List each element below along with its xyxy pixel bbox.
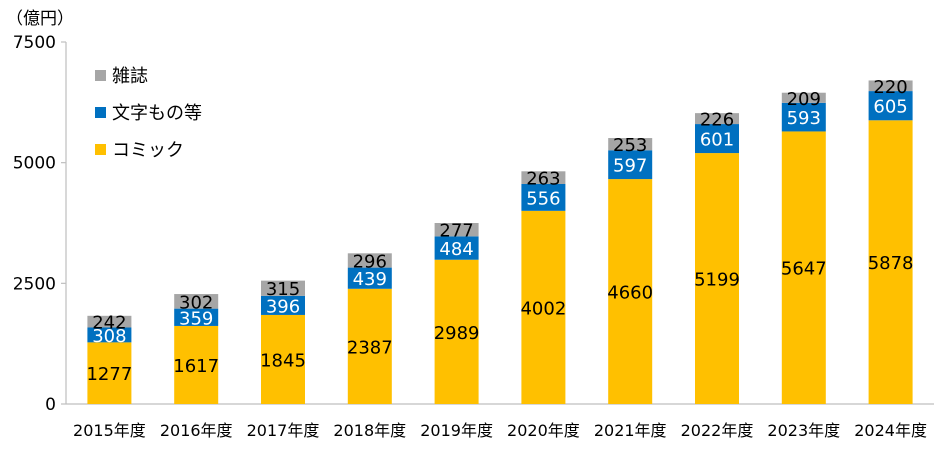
bar-segment (608, 138, 653, 151)
data-label: 209 (787, 89, 821, 110)
bar-segment (695, 124, 739, 154)
data-label: 4002 (520, 298, 566, 319)
bar-segment (174, 308, 219, 326)
y-axis-ticks: 0 2500 5000 7500 (13, 33, 66, 415)
data-label: 597 (613, 156, 647, 177)
data-label: 359 (179, 308, 213, 329)
bar-segment (868, 120, 913, 404)
x-category-label: 2015年度 (73, 421, 146, 440)
x-category-label: 2019年度 (420, 421, 493, 440)
y-tick-label: 0 (45, 395, 56, 415)
data-label: 1617 (173, 356, 219, 377)
data-label: 226 (700, 110, 734, 131)
data-label: 302 (179, 292, 213, 313)
y-axis-unit-label: （億円） (6, 9, 74, 29)
bar-segment (868, 80, 913, 92)
bar-segment (87, 315, 132, 328)
data-label: 277 (439, 221, 473, 242)
bar-segment (695, 113, 739, 125)
legend-swatch (95, 70, 106, 81)
bar-segment (347, 267, 392, 289)
legend-swatch (95, 107, 106, 118)
bar-segment (521, 171, 566, 185)
bar-segment (521, 210, 566, 404)
x-category-label: 2018年度 (333, 421, 406, 440)
data-label: 242 (92, 313, 126, 334)
data-label: 1277 (86, 364, 132, 385)
data-label: 1845 (260, 350, 306, 371)
y-tick-label: 7500 (13, 33, 56, 53)
bar-segment (608, 179, 653, 404)
data-label: 5199 (694, 270, 740, 291)
x-category-label: 2024年度 (854, 421, 927, 440)
data-label: 253 (613, 135, 647, 156)
bar-segment (347, 288, 392, 404)
data-label: 593 (787, 108, 821, 129)
x-axis-category-labels: 2015年度 2016年度 2017年度 2018年度 2019年度 2020年度 2021… (73, 421, 927, 440)
legend-label: 文字もの等 (112, 103, 202, 124)
bar-segment (781, 131, 826, 404)
bar-segment (261, 280, 305, 296)
x-category-label: 2023年度 (767, 421, 840, 440)
legend-label: コミック (112, 140, 184, 161)
bar-segment (434, 236, 479, 260)
y-tick-label: 5000 (13, 154, 56, 174)
bar-segment (261, 295, 305, 315)
bar-segment (174, 294, 219, 309)
data-label: 263 (526, 169, 560, 190)
legend-swatch (95, 144, 106, 155)
x-category-label: 2017年度 (247, 421, 320, 440)
data-label: 396 (266, 296, 300, 317)
x-category-label: 2020年度 (507, 421, 580, 440)
data-label: 5878 (868, 253, 914, 274)
data-label: 308 (92, 326, 126, 347)
bar-segment (695, 153, 739, 404)
y-tick-label: 2500 (13, 274, 56, 294)
data-label: 484 (439, 239, 473, 260)
bar-segment (174, 325, 219, 404)
x-category-label: 2016年度 (160, 421, 233, 440)
bar-segment (781, 92, 826, 103)
data-label: 2989 (434, 323, 480, 344)
data-label: 5647 (781, 259, 827, 280)
data-label: 601 (700, 130, 734, 151)
data-label: 439 (353, 269, 387, 290)
bar-segment (521, 184, 566, 211)
data-label: 556 (526, 188, 560, 209)
data-label: 4660 (607, 283, 653, 304)
data-label: 296 (353, 251, 387, 272)
bar-segment (87, 327, 132, 343)
bar-segment (608, 150, 653, 180)
x-category-label: 2021年度 (594, 421, 667, 440)
legend-label: 雑誌 (112, 66, 148, 87)
bar-segment (868, 91, 913, 121)
bar-segment (347, 253, 392, 268)
data-label: 605 (873, 97, 907, 118)
bar-segment (781, 102, 826, 132)
bar-segment (434, 223, 479, 237)
bar-segment (261, 314, 305, 404)
bar-segment (434, 259, 479, 404)
data-label: 315 (266, 279, 300, 300)
bar-segment (87, 342, 132, 404)
data-label: 2387 (347, 337, 393, 358)
x-category-label: 2022年度 (681, 421, 754, 440)
data-label: 220 (873, 77, 907, 98)
